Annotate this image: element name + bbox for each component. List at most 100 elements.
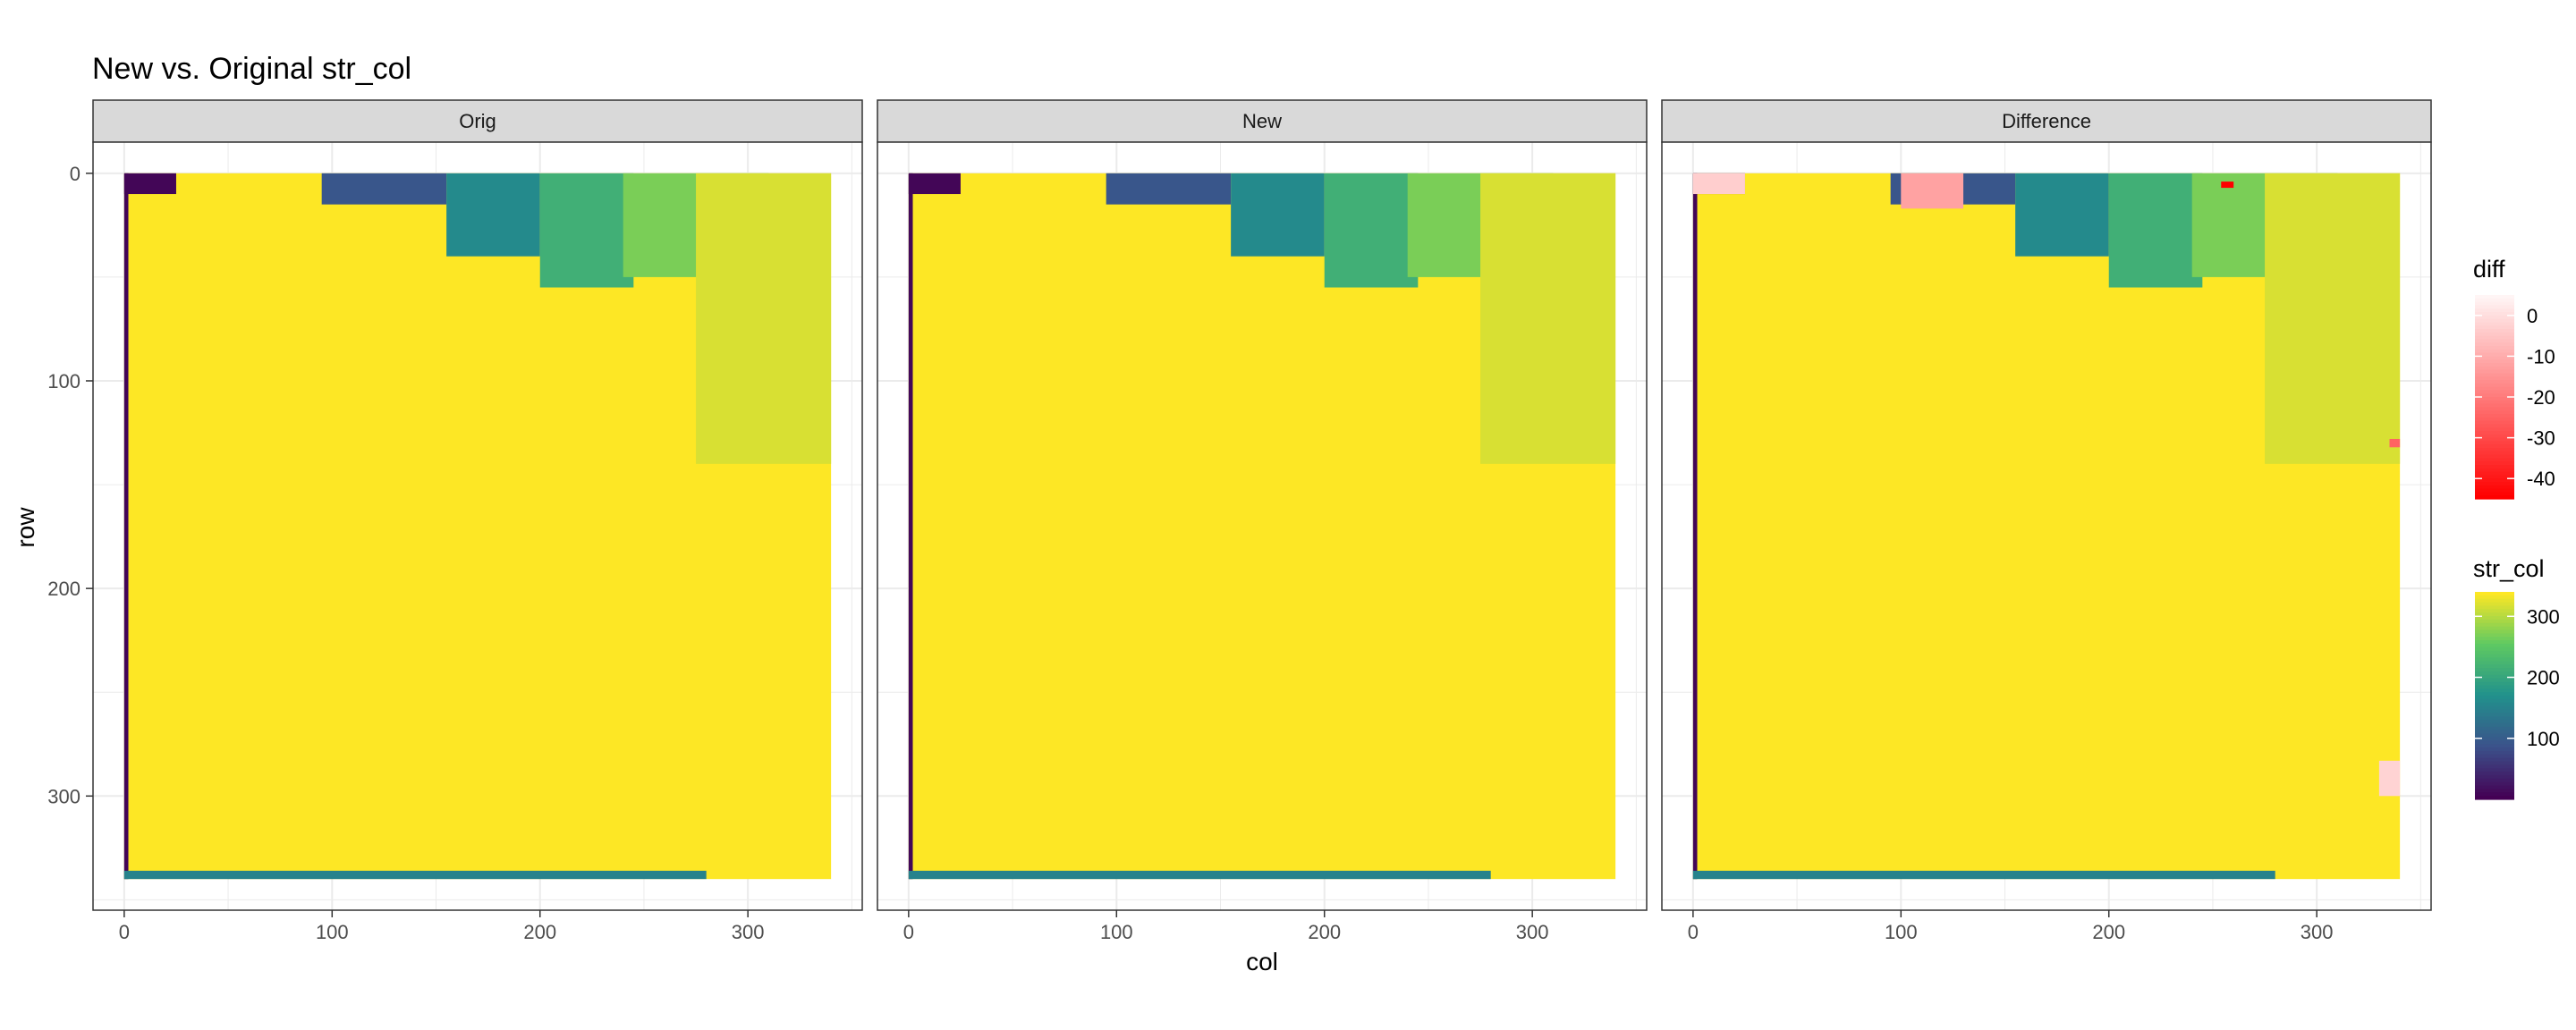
legend-colorbar-step — [2475, 420, 2514, 425]
legend-colorbar-step — [2475, 646, 2514, 652]
diff-region — [2378, 760, 2401, 797]
heatmap-region — [908, 173, 961, 195]
legend-colorbar-step — [2475, 726, 2514, 731]
legend-tick-label: -40 — [2527, 468, 2555, 490]
legend-colorbar-step — [2475, 716, 2514, 721]
legend-colorbar-step — [2475, 709, 2514, 713]
legend-colorbar-step — [2475, 461, 2514, 466]
legend-tick-label: 300 — [2527, 605, 2560, 628]
heatmap-region — [908, 173, 913, 880]
legend-colorbar-step — [2475, 778, 2514, 783]
legend-colorbar-step — [2475, 305, 2514, 309]
legend-colorbar-step — [2475, 437, 2514, 442]
panel-border — [877, 141, 1648, 911]
legend-diff: diff 0 -10 -20 -30 -40 — [2473, 256, 2555, 500]
legend-colorbar-step — [2475, 640, 2514, 645]
heatmap-region — [1324, 173, 1419, 288]
heatmap-region — [1106, 173, 1232, 205]
legend-colorbar-step — [2475, 622, 2514, 628]
legend-colorbar-step — [2475, 454, 2514, 459]
legend-tick-label: 0 — [2527, 305, 2538, 327]
legend-colorbar-step — [2475, 424, 2514, 428]
legend-colorbar-step — [2475, 781, 2514, 787]
legend-colorbar-step — [2475, 792, 2514, 797]
x-tick-label: 300 — [1516, 921, 1549, 943]
legend-colorbar-step — [2475, 458, 2514, 462]
legend-colorbar-step — [2475, 427, 2514, 432]
legend-colorbar-step — [2475, 339, 2514, 343]
legend-colorbar-step — [2475, 692, 2514, 697]
legend-colorbar-step — [2475, 322, 2514, 326]
legend-colorbar-step — [2475, 332, 2514, 337]
legend-colorbar-step — [2475, 298, 2514, 303]
legend-colorbar-step — [2475, 349, 2514, 354]
facet-strip — [877, 99, 1648, 143]
legend-tick-label: 200 — [2527, 667, 2560, 689]
panel-orig: Orig 0 100 200 300 0 100 200 300 — [47, 99, 863, 943]
heatmap-region — [1692, 173, 1698, 880]
legend-colorbar-step — [2475, 661, 2514, 665]
legend-colorbar-step — [2475, 325, 2514, 330]
legend-colorbar-step — [2475, 681, 2514, 686]
legend-colorbar-step — [2475, 598, 2514, 604]
legend-colorbar-step — [2475, 403, 2514, 408]
legend-colorbar-step — [2475, 431, 2514, 435]
legend-colorbar-step — [2475, 650, 2514, 655]
y-tick-label: 0 — [70, 163, 80, 185]
diff-region — [1901, 173, 1964, 209]
legend-colorbar-step — [2475, 373, 2514, 377]
legend-colorbar-step — [2475, 495, 2514, 500]
legend-colorbar-step — [2475, 744, 2514, 748]
legend-str-col: str_col 300 200 100 — [2473, 555, 2560, 800]
x-tick-label: 200 — [1308, 921, 1341, 943]
heatmap-region — [2265, 173, 2401, 464]
legend-colorbar-step — [2475, 761, 2514, 765]
legend-colorbar-step — [2475, 444, 2514, 449]
heatmap-region — [1692, 870, 2275, 880]
legend-colorbar-step — [2475, 383, 2514, 388]
legend-colorbar-step — [2475, 471, 2514, 476]
legend-colorbar-step — [2475, 664, 2514, 669]
x-axis-title: col — [1246, 948, 1278, 975]
legend-colorbar-step — [2475, 595, 2514, 600]
legend-colorbar-step — [2475, 352, 2514, 357]
legend-colorbar-step — [2475, 308, 2514, 313]
legend-colorbar-step — [2475, 657, 2514, 662]
legend-colorbar-step — [2475, 789, 2514, 793]
diff-region — [2389, 438, 2401, 448]
legend-colorbar-step — [2475, 633, 2514, 637]
legend-colorbar-step — [2475, 671, 2514, 676]
heatmap-region — [1231, 173, 1325, 257]
heatmap-region — [696, 173, 832, 464]
heatmap-region — [446, 173, 540, 257]
x-tick-label: 100 — [1885, 921, 1918, 943]
legend-colorbar-step — [2475, 722, 2514, 728]
legend-colorbar-step — [2475, 407, 2514, 411]
legend-colorbar-step — [2475, 605, 2514, 610]
y-tick-label: 300 — [47, 785, 80, 807]
legend-colorbar-step — [2475, 465, 2514, 469]
x-tick-label: 0 — [903, 921, 914, 943]
legend-colorbar-step — [2475, 619, 2514, 624]
legend-colorbar-step — [2475, 674, 2514, 680]
heatmap-region — [2015, 173, 2109, 257]
heatmap-region — [123, 870, 707, 880]
legend-colorbar-step — [2475, 380, 2514, 384]
y-tick-label: 100 — [47, 370, 80, 393]
legend-colorbar-step — [2475, 702, 2514, 707]
legend-colorbar-step — [2475, 705, 2514, 711]
legend-colorbar-step — [2475, 713, 2514, 717]
legend-colorbar-step — [2475, 485, 2514, 490]
y-axis-title: row — [12, 507, 39, 548]
chart-title: New vs. Original str_col — [92, 52, 411, 86]
legend-colorbar-step — [2475, 329, 2514, 333]
legend-colorbar-step — [2475, 774, 2514, 780]
panel-border — [1661, 141, 2432, 911]
legend-colorbar-step — [2475, 698, 2514, 704]
panel-border — [92, 141, 863, 911]
legend-colorbar-step — [2475, 397, 2514, 401]
legend-title: str_col — [2473, 555, 2545, 582]
legend-colorbar-step — [2475, 417, 2514, 422]
y-tick-label: 200 — [47, 578, 80, 600]
